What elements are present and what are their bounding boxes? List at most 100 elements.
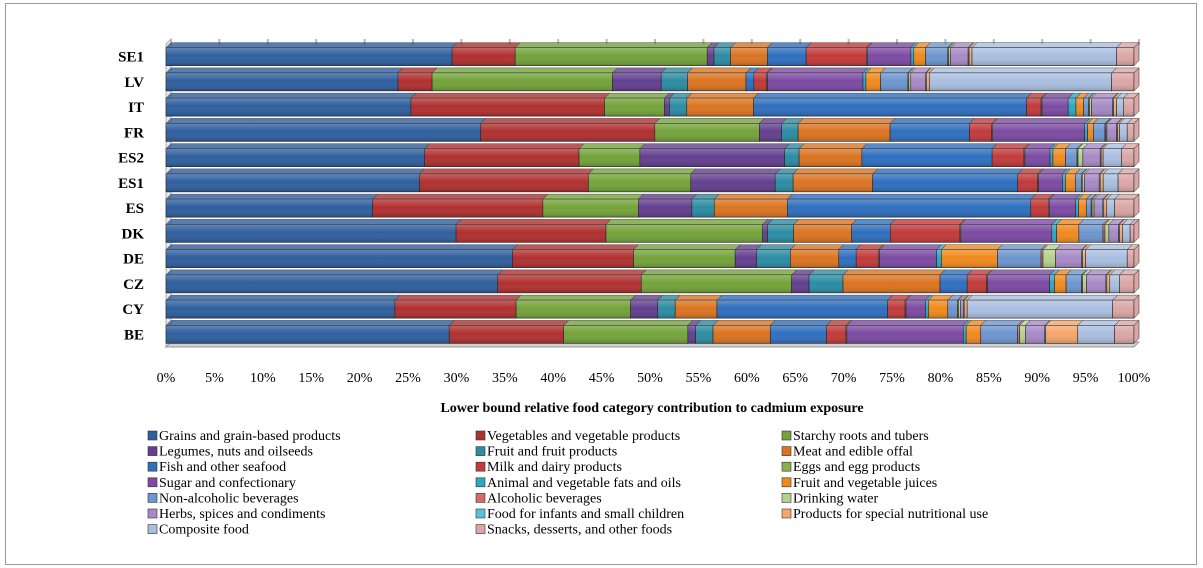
bar-top-face — [654, 118, 765, 124]
bar-shade — [910, 47, 914, 66]
bar-shade — [1075, 173, 1082, 192]
bar-top-face — [851, 219, 896, 225]
category-label: DK — [122, 226, 145, 242]
bar-shade — [1094, 199, 1103, 218]
bar-shade — [612, 72, 662, 91]
bar-top-face — [431, 67, 619, 74]
legend-label: Grains and grain-based products — [159, 429, 341, 444]
bar-shade — [1091, 199, 1093, 218]
bar-shade — [1066, 274, 1082, 293]
bar-shade — [878, 249, 880, 268]
category-label: BE — [124, 327, 144, 343]
x-tick-label: 95% — [1073, 371, 1099, 386]
bar-top-face — [542, 193, 644, 200]
category-label: ES1 — [118, 176, 144, 192]
legend-item: Non-alcoholic beverages — [147, 491, 299, 506]
bar-shade — [166, 173, 420, 192]
bar-shade — [1049, 274, 1055, 293]
bar-end-face — [1133, 117, 1140, 142]
bar-shade — [851, 224, 891, 243]
bar-top-face — [397, 67, 438, 74]
bar-top-face — [939, 269, 973, 276]
bar-top-face — [511, 244, 640, 250]
x-tick-label: 35% — [492, 371, 518, 386]
bar-shade — [913, 47, 926, 66]
bar-shade — [1078, 199, 1087, 218]
legend: Grains and grain-based products Vegetable… — [147, 429, 988, 538]
bar-shade — [746, 72, 754, 91]
bar-shade — [166, 274, 498, 293]
bar-shade — [1112, 300, 1134, 319]
bar-top-face — [605, 219, 769, 225]
bar-shade — [1088, 98, 1090, 117]
bar-top-face — [808, 269, 849, 276]
bar-top-face — [410, 92, 611, 99]
legend-label: Herbs, spices and condiments — [159, 507, 325, 522]
bar-top-face — [1048, 193, 1082, 200]
bar-top-face — [752, 92, 1033, 99]
bar-shade — [1050, 148, 1053, 167]
category-label: ES2 — [118, 151, 144, 167]
x-tick-label: 15% — [298, 371, 324, 386]
bar-shade — [936, 249, 942, 268]
bar-shade — [1037, 173, 1039, 192]
bar-shade — [856, 249, 879, 268]
bar-shade — [1017, 325, 1020, 344]
legend-label: Fruit and vegetable juices — [793, 476, 937, 491]
bar-top-face — [686, 92, 760, 99]
legend-label: Starchy roots and tubers — [793, 429, 929, 444]
legend-item: Fish and other seafood — [147, 460, 286, 475]
bar-row-cz — [165, 269, 1140, 294]
bar-top-face — [418, 168, 594, 175]
bar-shade — [798, 123, 891, 142]
bar-top-face — [986, 269, 1056, 276]
bar-top-face — [889, 118, 976, 124]
legend-label: Alcoholic beverages — [487, 491, 602, 506]
bar-top-face — [563, 320, 694, 326]
bar-top-face — [966, 294, 1119, 301]
bar-shade — [1077, 325, 1115, 344]
bar-shade — [1108, 224, 1119, 243]
bar-shade — [1091, 98, 1113, 117]
legend-label: Animal and vegetable fats and oils — [487, 476, 681, 491]
bar-shade — [1065, 148, 1078, 167]
legend-item: Composite food — [147, 523, 249, 538]
bar-shade — [166, 123, 481, 142]
legend-item: Herbs, spices and condiments — [147, 507, 325, 522]
bar-shade — [1030, 199, 1049, 218]
bar-top-face — [1054, 244, 1088, 250]
bar-shade — [497, 274, 642, 293]
bar-shade — [1101, 148, 1104, 167]
bar-shade — [1109, 274, 1120, 293]
legend-label: Fruit and fruit products — [487, 445, 617, 460]
bar-shade — [1041, 98, 1043, 117]
bar-top-face — [769, 320, 833, 326]
bar-shade — [1116, 47, 1134, 66]
bar-shade — [865, 72, 881, 91]
bar-shade — [1052, 148, 1066, 167]
bar-shade — [784, 148, 800, 167]
bar-shade — [1102, 199, 1104, 218]
labels-layer: 0% 5% 10% 15% 20% 25% 30% 35% 40% 45% 50% 55% 60% 65%… — [118, 50, 1151, 386]
bar-shade — [1104, 224, 1109, 243]
bar-shade — [1099, 173, 1101, 192]
bar-top-face — [872, 168, 1024, 175]
legend-swatch — [147, 524, 158, 534]
bar-shade — [1121, 148, 1134, 167]
legend-label: Products for special nutritional use — [793, 507, 988, 522]
bar-shade — [963, 300, 965, 319]
bar-end-face — [1133, 269, 1140, 294]
bar-shade — [753, 72, 767, 91]
bar-shade — [845, 325, 847, 344]
bar-shade — [809, 274, 844, 293]
bar-shade — [1051, 224, 1057, 243]
x-tick-label: 50% — [637, 371, 663, 386]
bar-shade — [1127, 123, 1134, 142]
x-tick-label: 85% — [976, 371, 1002, 386]
bars-layer — [165, 42, 1140, 344]
bar-top-face — [514, 42, 713, 48]
bar-shade — [424, 148, 580, 167]
bar-shade — [372, 199, 543, 218]
bar-shade — [793, 224, 852, 243]
bar-shade — [862, 72, 866, 91]
